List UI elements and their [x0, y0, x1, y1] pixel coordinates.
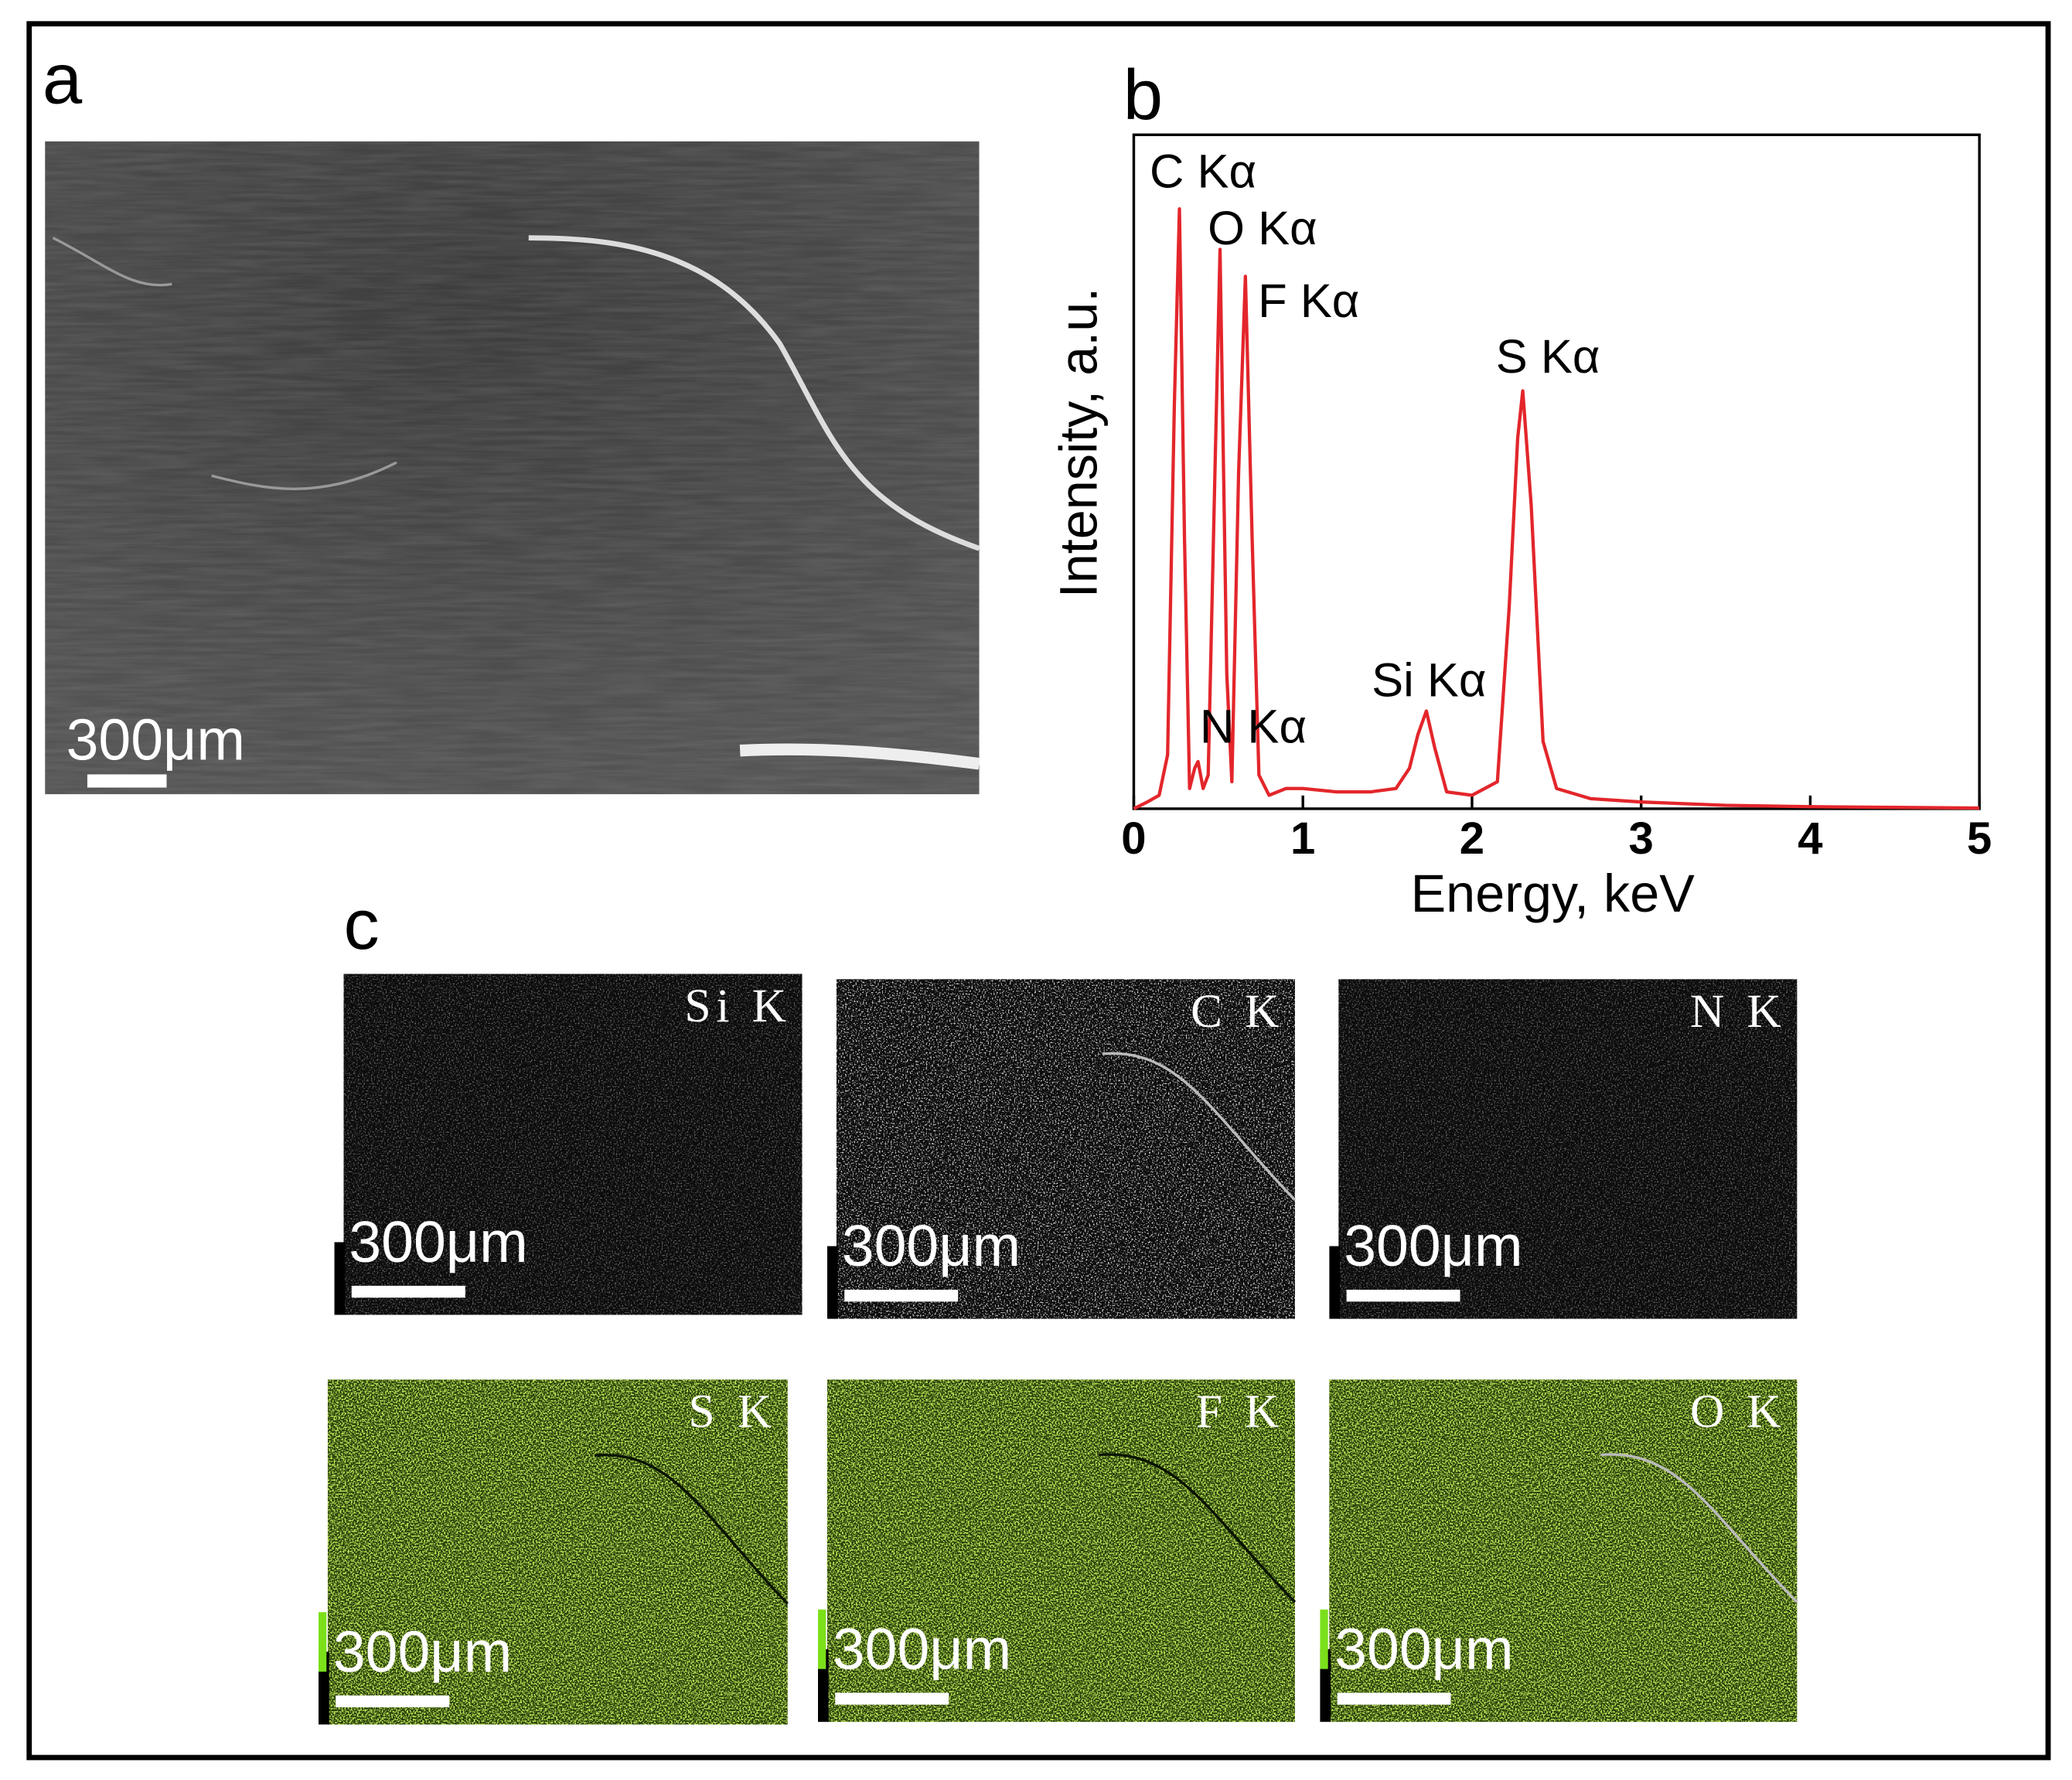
map-label: S K: [689, 1386, 778, 1438]
fiber: [739, 743, 980, 770]
map-signal: [343, 974, 803, 1315]
map-label: F K: [1196, 1386, 1285, 1438]
peak-annotation: C Kα: [1150, 145, 1256, 199]
map-signal: [836, 979, 1295, 1319]
map-signal: [327, 1379, 788, 1725]
peak-annotation: O Kα: [1208, 202, 1317, 255]
scale-bar-label: 300μm: [1344, 1213, 1522, 1278]
scale-bar: [351, 1285, 465, 1298]
scale-bar-label: 300μm: [333, 1619, 512, 1684]
scale-bar-backing: [1329, 1246, 1341, 1319]
scale-bar-backing: [826, 1246, 838, 1319]
x-tick-label: 0: [1121, 813, 1146, 864]
scale-bar: [835, 1693, 949, 1705]
x-axis-label: Energy, keV: [1411, 864, 1695, 923]
fiber-trace: [1098, 1453, 1297, 1604]
x-tick-label: 4: [1798, 813, 1822, 864]
peak-annotation: Si Kα: [1372, 654, 1486, 708]
map-signal: [1338, 979, 1798, 1319]
scale-bar-tick: [319, 1611, 327, 1672]
y-axis-label: Intensity, a.u.: [1050, 288, 1109, 598]
map-signal: [826, 1379, 1295, 1722]
spectrum-line: [1133, 207, 1980, 810]
x-tick-label: 5: [1967, 813, 1992, 864]
scale-bar-tick: [1320, 1609, 1328, 1669]
fiber-trace: [594, 1453, 789, 1605]
sem-texture: [45, 141, 980, 795]
scale-bar: [1337, 1693, 1451, 1705]
fiber-trace: [1102, 1052, 1297, 1202]
map-label: Si K: [684, 980, 791, 1032]
x-tick-label: 2: [1460, 813, 1484, 864]
panel-label: a: [43, 38, 83, 118]
x-tick-label: 1: [1290, 813, 1315, 864]
scale-bar: [844, 1289, 959, 1302]
fiber-trace: [1600, 1453, 1798, 1604]
scale-bar: [336, 1695, 450, 1708]
sem-image: [45, 141, 980, 795]
scale-bar-label: 300μm: [349, 1209, 527, 1274]
peak-annotation: N Kα: [1200, 700, 1307, 753]
peak-annotation: F Kα: [1258, 275, 1359, 328]
x-tick-label: 3: [1629, 813, 1654, 864]
plot-frame: [1132, 133, 1981, 810]
scale-bar-label: 300μm: [66, 708, 245, 772]
scale-bar-tick: [818, 1609, 826, 1669]
map-signal: [1329, 1379, 1798, 1722]
scale-bar-backing: [334, 1242, 346, 1315]
scale-bar-label: 300μm: [1334, 1616, 1513, 1681]
debris: [52, 237, 397, 491]
peak-annotation: S Kα: [1496, 330, 1600, 384]
map-label: O K: [1690, 1386, 1787, 1438]
panel-label: b: [1123, 54, 1163, 135]
scale-bar: [1346, 1289, 1460, 1302]
element-maps: Si K 300μm C K 300μm N K 300μm S K 300μm F K 300μ…: [319, 974, 1798, 1725]
map-label: N K: [1690, 985, 1787, 1038]
panel-label: c: [343, 884, 379, 964]
scale-bar-label: 300μm: [842, 1213, 1021, 1278]
map-label: C K: [1191, 985, 1284, 1038]
scale-bar-label: 300μm: [833, 1616, 1011, 1681]
fiber: [528, 235, 980, 551]
scale-bar: [87, 774, 167, 788]
spectrum: 0 1 2 3 4 5 C KαO Kα F Kα N Kα Si Kα S Kα: [1121, 145, 1992, 864]
